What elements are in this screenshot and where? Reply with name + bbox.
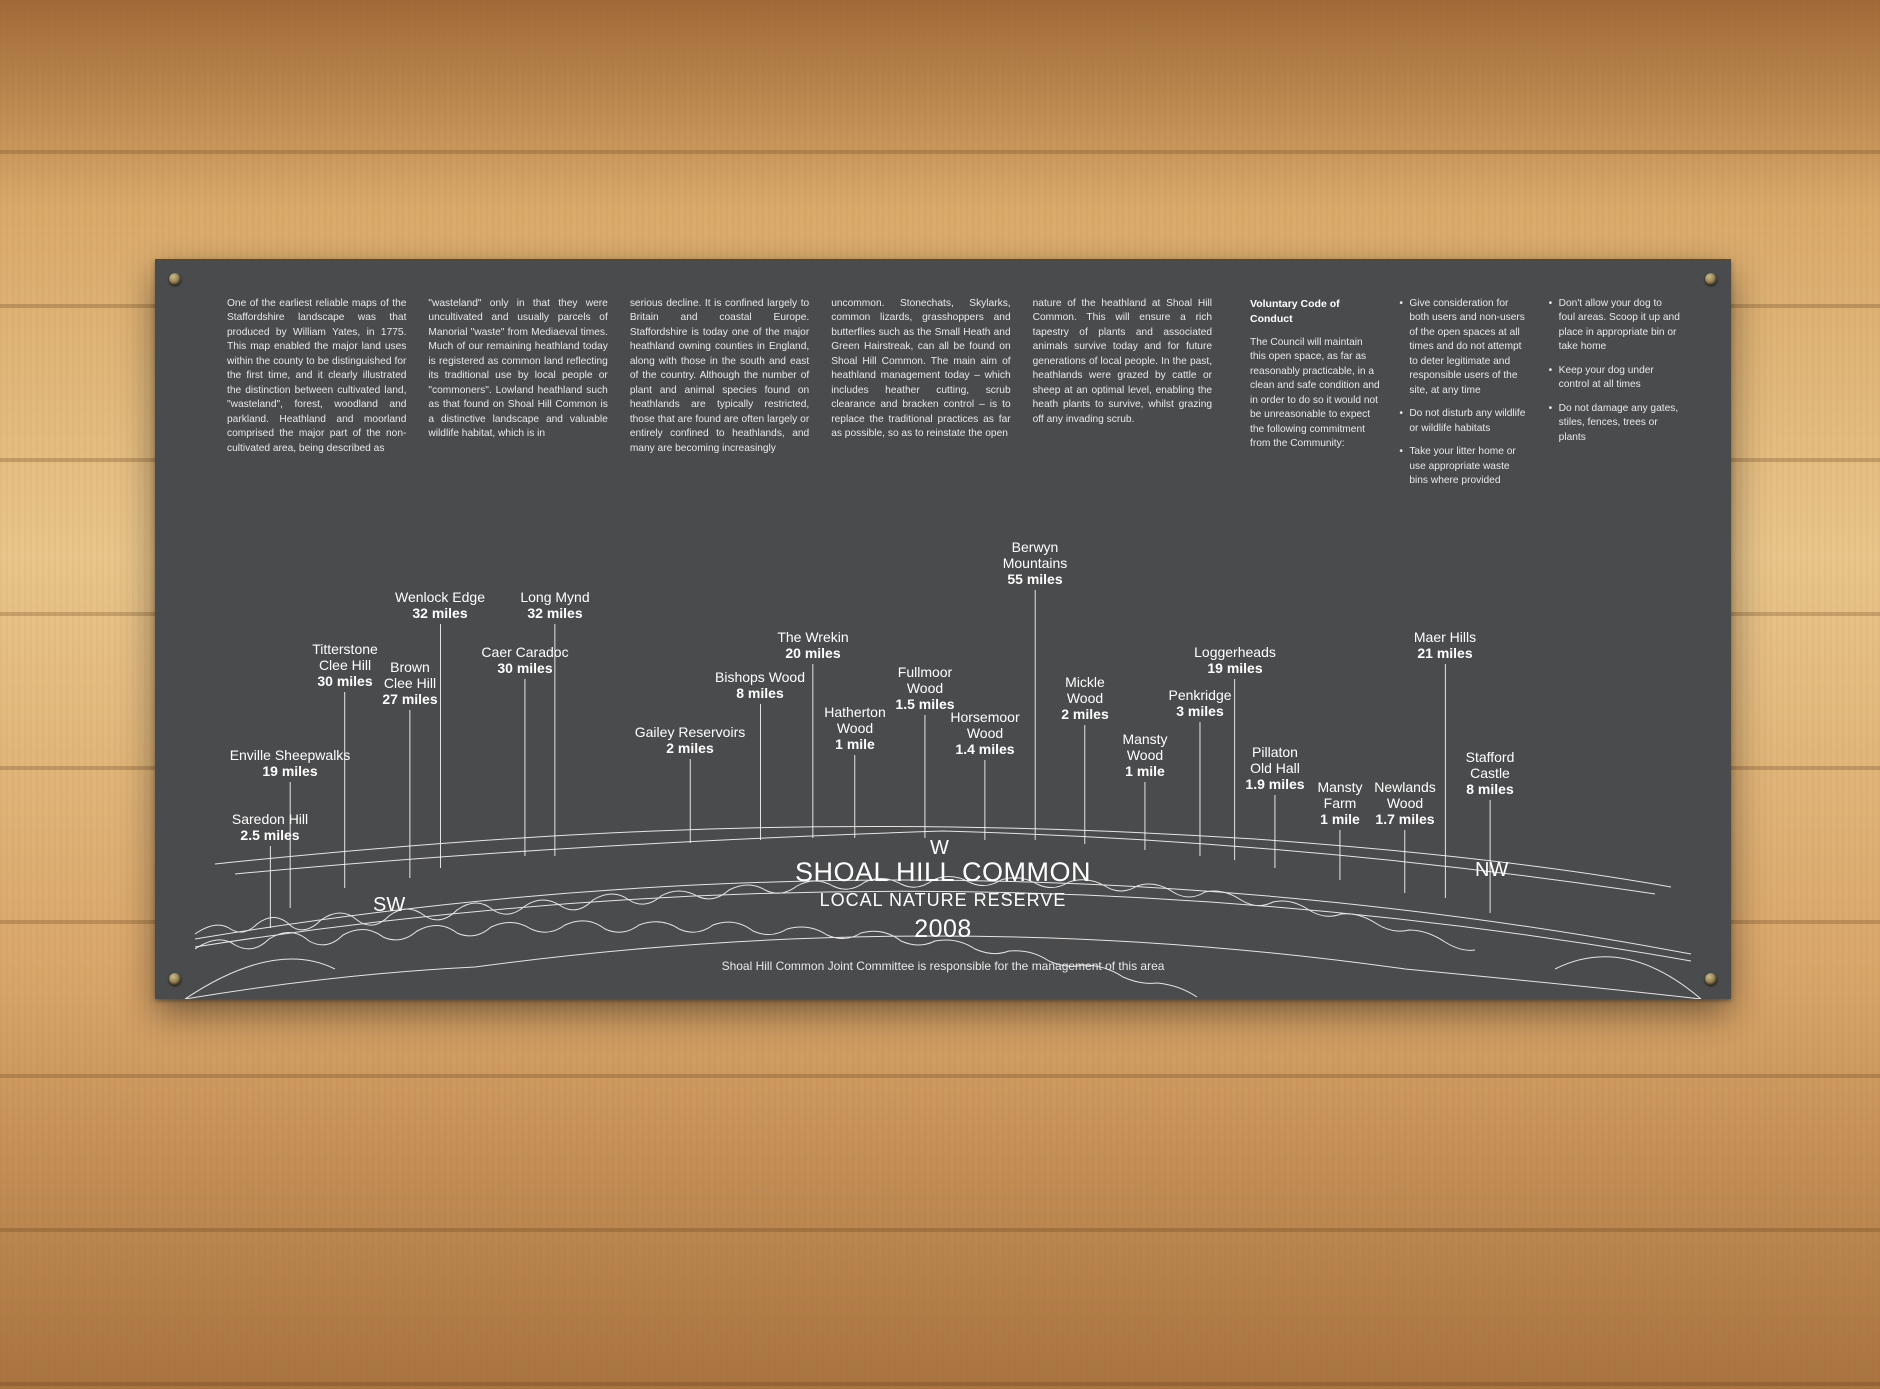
conduct-heading: Voluntary Code of Conduct (1250, 297, 1381, 327)
landmark: TitterstoneClee Hill30 miles (312, 641, 378, 888)
landmark: BerwynMountains55 miles (1003, 539, 1068, 840)
landmark: Wenlock Edge32 miles (395, 589, 485, 868)
screw-icon (169, 273, 181, 285)
essay-col-1: One of the earliest reliable maps of the… (227, 297, 406, 456)
conduct-bullet: Don't allow your dog to foul areas. Scoo… (1549, 297, 1680, 355)
title-year: 2008 (795, 915, 1091, 944)
conduct-list-a: Give consideration for both users and no… (1399, 297, 1530, 489)
code-of-conduct: Voluntary Code of Conduct The Council wi… (1250, 297, 1680, 498)
footer-note: Shoal Hill Common Joint Committee is res… (722, 959, 1165, 973)
conduct-bullet: Do not disturb any wildlife or wildlife … (1399, 407, 1530, 436)
conduct-bullet: Do not damage any gates, stiles, fences,… (1549, 402, 1680, 445)
title-sub: LOCAL NATURE RESERVE (795, 890, 1091, 911)
conduct-bullet: Keep your dog under control at all times (1549, 364, 1680, 393)
compass-sw: SW (373, 894, 405, 917)
title-main: SHOAL HILL COMMON (795, 857, 1091, 888)
essay-col-2: "wasteland" only in that they were uncul… (428, 297, 607, 456)
title-block: SHOAL HILL COMMON LOCAL NATURE RESERVE 2… (795, 857, 1091, 944)
interpretation-plaque: One of the earliest reliable maps of the… (155, 259, 1731, 999)
essay-col-3: serious decline. It is confined largely … (630, 297, 809, 456)
landmark: MickleWood2 miles (1061, 674, 1108, 844)
landmark: ManstyWood1 mile (1122, 731, 1167, 850)
essay-col-4: uncommon. Stonechats, Skylarks, common l… (831, 297, 1010, 456)
landmark: StaffordCastle8 miles (1466, 749, 1515, 913)
conduct-intro: The Council will maintain this open spac… (1250, 336, 1381, 452)
conduct-list-b: Don't allow your dog to foul areas. Scoo… (1549, 297, 1680, 445)
landmark: ManstyFarm1 mile (1317, 779, 1362, 880)
landmark: Caer Caradoc30 miles (481, 644, 568, 856)
conduct-bullet: Give consideration for both users and no… (1399, 297, 1530, 398)
screw-icon (1705, 273, 1717, 285)
landmark: HathertonWood1 mile (824, 704, 885, 838)
compass-nw: NW (1475, 859, 1508, 882)
essay-col-5: nature of the heathland at Shoal Hill Co… (1033, 297, 1212, 456)
landmark: FullmoorWood1.5 miles (895, 664, 954, 838)
essay-columns: One of the earliest reliable maps of the… (227, 297, 1212, 456)
landmark: PillatonOld Hall1.9 miles (1245, 744, 1304, 868)
